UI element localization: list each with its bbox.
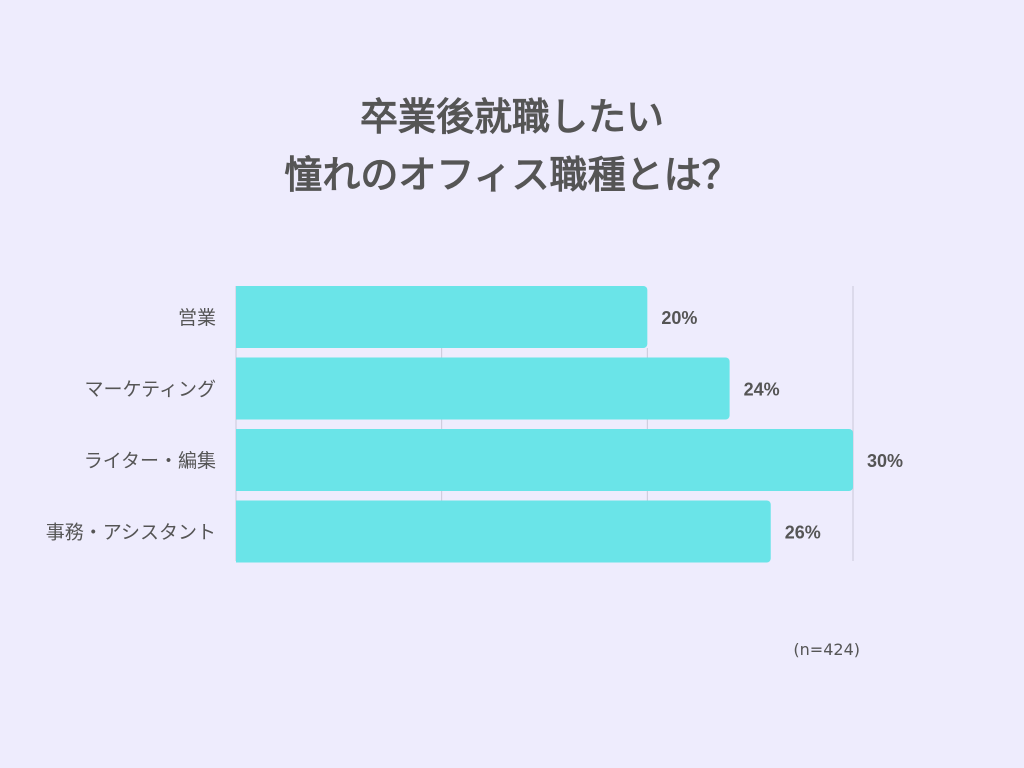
data-label: 30% xyxy=(867,451,903,471)
data-label: 26% xyxy=(785,523,821,543)
category-label: 事務・アシスタント xyxy=(46,522,216,544)
chart-title-line-2: 憧れのオフィス職種とは？ xyxy=(284,153,740,197)
category-label: 営業 xyxy=(178,307,216,329)
chart-title: 卒業後就職したい 憧れのオフィス職種とは？ xyxy=(0,88,1024,204)
bar-left-edge xyxy=(236,429,242,491)
sample-size-note: (n=424) xyxy=(793,640,860,659)
bar xyxy=(236,500,771,563)
data-label: 24% xyxy=(744,380,780,400)
grid-lines xyxy=(441,286,854,561)
category-label: ライター・編集 xyxy=(84,450,216,472)
chart-title-line-1: 卒業後就職したい xyxy=(359,95,664,139)
data-label: 20% xyxy=(661,308,697,328)
category-label: マーケティング xyxy=(85,379,216,401)
bar-left-edge xyxy=(236,286,242,348)
bar xyxy=(236,286,648,348)
bar xyxy=(236,429,853,491)
bar-left-edge xyxy=(236,500,242,563)
bar-left-edge xyxy=(236,357,242,420)
bar xyxy=(236,357,730,420)
